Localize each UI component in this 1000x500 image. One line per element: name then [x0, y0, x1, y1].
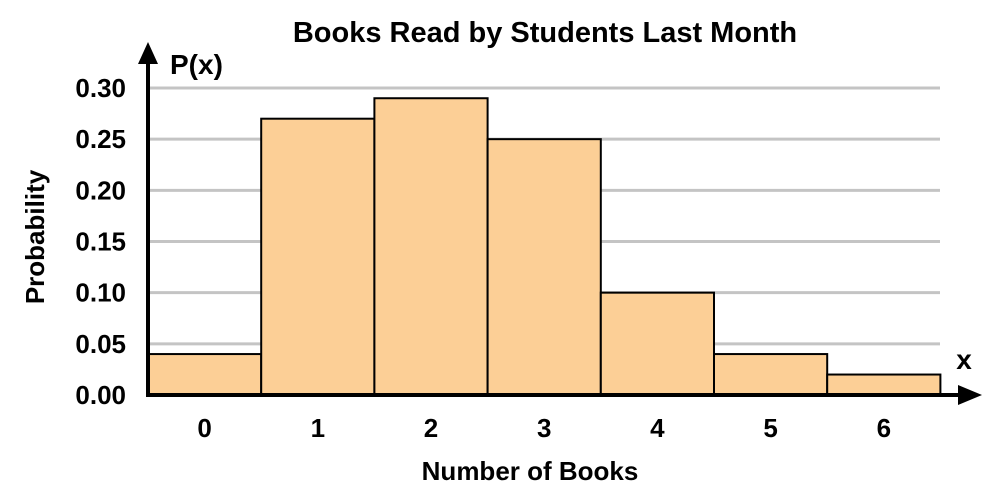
x-tick-label: 1	[311, 413, 325, 443]
x-tick-label: 6	[877, 413, 891, 443]
x-axis-symbol: x	[956, 344, 972, 375]
y-tick-label: 0.25	[75, 124, 126, 154]
bar-3	[486, 138, 602, 396]
bars	[147, 97, 942, 397]
x-tick-label: 3	[537, 413, 551, 443]
y-tick-label: 0.05	[75, 329, 126, 359]
chart-title: Books Read by Students Last Month	[293, 17, 797, 49]
x-tick-label: 0	[197, 413, 211, 443]
x-tick-label: 4	[650, 413, 665, 443]
bar-6	[826, 373, 942, 396]
bar-2	[373, 97, 489, 396]
axes	[138, 42, 982, 405]
bar-0	[147, 353, 263, 397]
y-tick-label: 0.30	[75, 73, 126, 103]
y-tick-label: 0.15	[75, 227, 126, 257]
x-tick-label: 2	[424, 413, 438, 443]
y-tick-label: 0.00	[75, 380, 126, 410]
bar-4	[599, 291, 715, 396]
y-axis-arrow	[138, 42, 158, 64]
bar-1	[260, 117, 376, 396]
y-axis-symbol: P(x)	[170, 49, 223, 80]
y-axis-label: Probability	[20, 169, 50, 304]
x-axis-label: Number of Books	[422, 456, 639, 486]
bar-5	[713, 353, 829, 397]
x-tick-labels: 0 1 2 3 4 5 6	[197, 413, 891, 443]
x-axis-arrow	[958, 385, 982, 405]
x-tick-label: 5	[763, 413, 777, 443]
y-tick-labels: 0.00 0.05 0.10 0.15 0.20 0.25 0.30	[75, 73, 126, 410]
y-tick-label: 0.10	[75, 278, 126, 308]
y-tick-label: 0.20	[75, 175, 126, 205]
